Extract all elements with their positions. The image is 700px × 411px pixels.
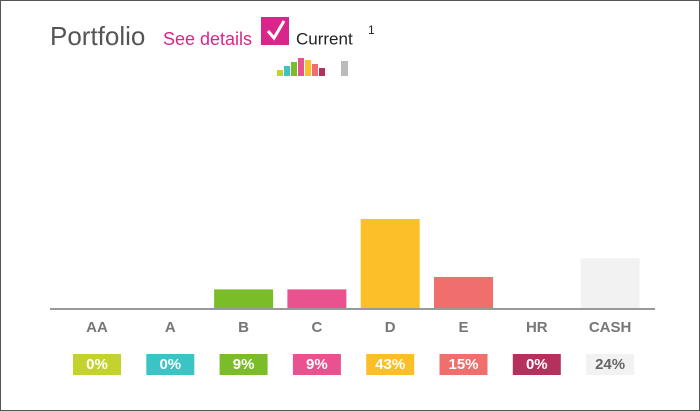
value-label-box: [292, 354, 341, 375]
checkbox-box[interactable]: [261, 17, 289, 45]
category-label: C: [311, 319, 322, 336]
category-label: AA: [86, 319, 108, 336]
mini-chart-icon: [277, 58, 348, 76]
checkmark: [266, 20, 286, 41]
bar: [434, 276, 493, 308]
value-label-box: [219, 354, 268, 375]
bar: [360, 218, 420, 308]
value-label: 0%: [526, 356, 548, 373]
checkbox-label: Current: [296, 29, 353, 48]
value-label: 43%: [375, 356, 405, 373]
value-label: 9%: [233, 356, 255, 373]
footnote: 1: [368, 23, 375, 37]
value-label-box: [146, 354, 195, 375]
category-label: A: [165, 319, 176, 336]
category-label: E: [458, 319, 468, 336]
value-label: 24%: [595, 356, 625, 373]
checkbox[interactable]: [261, 17, 289, 45]
see-details-link[interactable]: See details: [163, 29, 252, 49]
value-label-box: [366, 354, 415, 375]
value-label-box: [439, 354, 488, 375]
value-label: 0%: [86, 356, 108, 373]
category-label: HR: [526, 319, 548, 336]
bar: [580, 258, 640, 308]
category-label: B: [238, 319, 249, 336]
title: Portfolio: [50, 21, 145, 51]
value-label-box: [512, 354, 561, 375]
value-label: 0%: [159, 356, 181, 373]
bar: [287, 289, 347, 308]
value-label: 15%: [448, 356, 478, 373]
bar: [214, 289, 274, 308]
category-label: CASH: [589, 319, 632, 336]
value-label-box: [73, 354, 121, 375]
category-label: D: [385, 319, 396, 336]
value-label-box: [586, 354, 635, 375]
value-label: 9%: [306, 356, 328, 373]
